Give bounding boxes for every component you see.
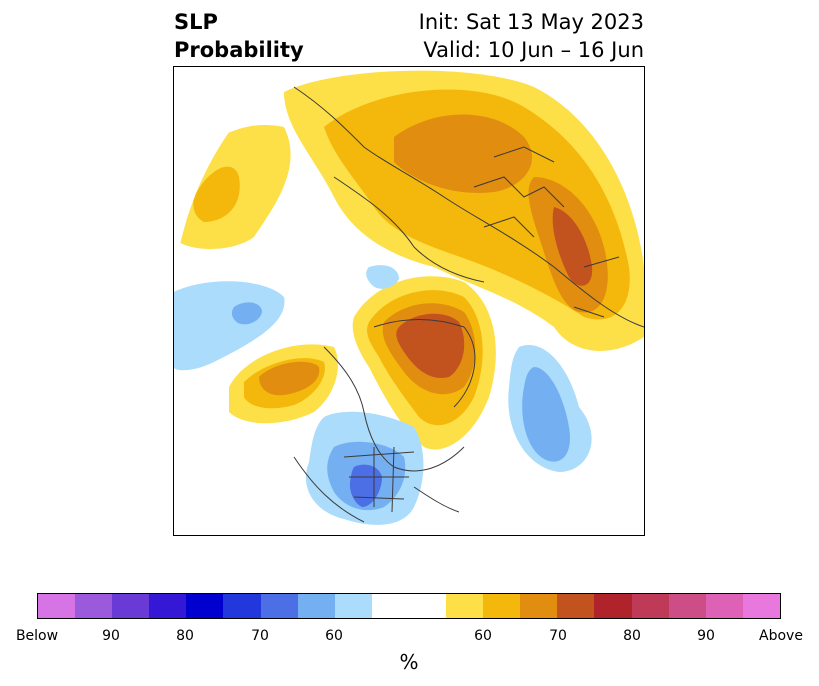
colorbar-unit: % <box>399 650 419 674</box>
north-pacific-below-65 <box>231 302 262 325</box>
colorbar-segment <box>334 594 372 618</box>
arctic-above-75 <box>396 313 465 378</box>
chart-title: SLP Probability <box>174 8 304 64</box>
colorbar-segment <box>668 594 706 618</box>
colorbar-segment <box>705 594 743 618</box>
hemisphere-mask <box>174 67 644 535</box>
colorbar-segment <box>186 594 224 618</box>
coastlines-and-borders <box>293 86 644 523</box>
colorbar-segment <box>408 594 447 618</box>
run-info: Init: Sat 13 May 2023 Valid: 10 Jun – 16… <box>419 8 644 64</box>
colorbar-segment <box>520 594 558 618</box>
above-normal-contours <box>179 70 644 450</box>
colorbar-tick-label: 90 <box>102 628 120 644</box>
colorbar-tick-label: 60 <box>474 628 492 644</box>
alaska-above-70 <box>259 361 320 396</box>
colorbar-segment <box>297 594 335 618</box>
colorbar-tick-label: 80 <box>623 628 641 644</box>
colorbar-segment <box>446 594 484 618</box>
colorbar-segment <box>38 594 76 618</box>
colorbar-tick-label: 80 <box>176 628 194 644</box>
init-date: Init: Sat 13 May 2023 <box>418 10 644 34</box>
colorbar-tick-label: Above <box>759 628 803 644</box>
north-atlantic-below-65 <box>522 367 570 462</box>
colorbar-segment <box>742 594 780 618</box>
colorbar-tick-label: 70 <box>549 628 567 644</box>
probability-map <box>174 67 644 535</box>
colorbar-segment <box>112 594 150 618</box>
probability-colorbar <box>37 593 781 619</box>
colorbar-segment <box>223 594 261 618</box>
map-panel <box>173 66 645 536</box>
valid-period: Valid: 10 Jun – 16 Jun <box>423 38 644 62</box>
colorbar-tick-label: 60 <box>325 628 343 644</box>
pacific-above-65 <box>193 166 240 222</box>
siberia-above-75 <box>552 207 593 286</box>
title-line-product: Probability <box>174 38 304 62</box>
below-normal-contours <box>174 265 592 525</box>
colorbar-segment <box>483 594 521 618</box>
colorbar-segment <box>75 594 113 618</box>
colorbar-segment <box>631 594 669 618</box>
colorbar-segment <box>149 594 187 618</box>
colorbar-tick-label: Below <box>15 628 59 644</box>
title-line-variable: SLP <box>174 10 218 34</box>
colorbar-tick-label: 70 <box>251 628 269 644</box>
colorbar-segment <box>371 594 409 618</box>
colorbar-tick-label: 90 <box>697 628 715 644</box>
eurasia-above-70 <box>394 114 533 193</box>
colorbar-segment <box>594 594 632 618</box>
north-pacific-below-60 <box>174 281 285 371</box>
colorbar-segment <box>260 594 298 618</box>
arctic-below-60 <box>366 265 399 289</box>
colorbar-segment <box>557 594 595 618</box>
